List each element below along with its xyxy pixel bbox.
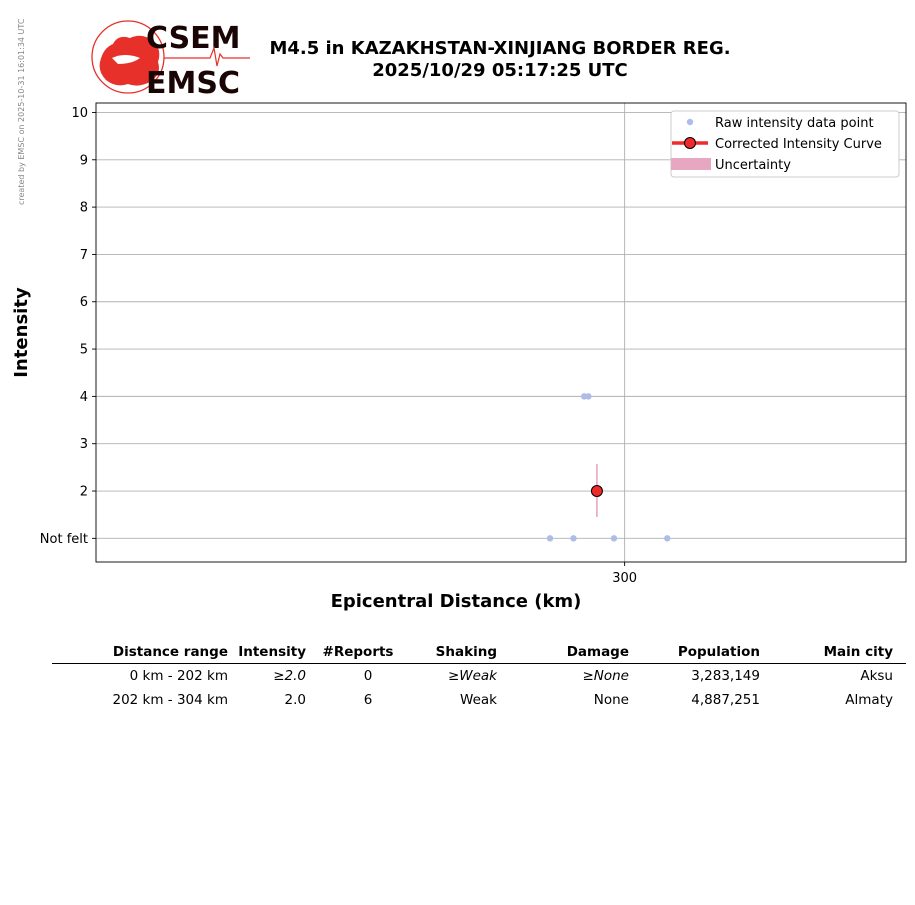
cell-reports: 0: [363, 668, 373, 684]
cell-intensity-value: 2.0: [284, 668, 306, 684]
plot-area: [96, 103, 906, 562]
y-tick-label: 3: [80, 437, 88, 452]
raw-data-point: [570, 535, 577, 542]
y-tick-label: 6: [80, 295, 88, 310]
intensity-chart: Not felt 2 3 4 5 6 7 8 9 10 300 Epicentral Distance…: [11, 102, 907, 612]
cell-distance: 202 km - 304 km: [112, 692, 228, 708]
corrected-intensity-point: [590, 485, 603, 498]
header-population: Population: [677, 644, 760, 660]
legend-box: [670, 110, 900, 178]
y-tick-label: 2: [80, 485, 88, 500]
cell-shaking-prefix: ≥: [447, 668, 460, 684]
y-axis-label: Intensity: [11, 287, 32, 378]
cell-shaking: Weak: [460, 692, 497, 708]
chart-title: M4.5 in KAZAKHSTAN-XINJIANG BORDER REG. …: [250, 38, 750, 82]
header-intensity: Intensity: [238, 644, 306, 660]
raw-data-point: [585, 393, 592, 400]
x-axis-label: Epicentral Distance (km): [331, 591, 582, 612]
header-city: Main city: [823, 644, 893, 660]
table-row: 202 km - 304 km 2.0 6 Weak None 4,887,25…: [52, 688, 906, 712]
cell-shaking-value: Weak: [460, 692, 497, 708]
cell-shaking-value: Weak: [459, 668, 497, 684]
y-tick-label: 9: [80, 153, 88, 168]
cell-intensity: 2.0: [285, 692, 306, 708]
chart-title-line1: M4.5 in KAZAKHSTAN-XINJIANG BORDER REG.: [269, 38, 731, 59]
y-tick-label: 4: [80, 390, 88, 405]
cell-population: 3,283,149: [691, 668, 760, 684]
legend-label: Uncertainty: [715, 158, 791, 173]
chart-title-line2: 2025/10/29 05:17:25 UTC: [372, 60, 628, 81]
cell-distance: 0 km - 202 km: [129, 668, 228, 684]
legend: Raw intensity data point Corrected Intens…: [670, 110, 900, 178]
cell-city: Almaty: [845, 692, 893, 708]
cell-reports: 6: [363, 692, 373, 708]
plot-frame: [95, 102, 907, 563]
legend-label: Raw intensity data point: [715, 116, 874, 131]
cell-shaking: ≥Weak: [448, 668, 497, 684]
header-damage: Damage: [566, 644, 629, 660]
legend-marker-raw: [686, 118, 694, 126]
cell-damage: ≥None: [582, 668, 629, 684]
raw-data-point: [664, 535, 671, 542]
logo-bottom-text: EMSC: [146, 66, 240, 98]
legend-marker-corrected: [684, 137, 696, 149]
cell-damage-value: None: [593, 668, 629, 684]
cell-population: 4,887,251: [691, 692, 760, 708]
raw-data-point: [610, 535, 618, 542]
cell-damage-prefix: ≥: [582, 668, 594, 684]
y-tick-label: 7: [80, 248, 88, 263]
x-tick-label: 300: [612, 571, 637, 586]
cell-damage-value: None: [593, 692, 629, 708]
logo-top-text: CSEM: [146, 21, 241, 56]
intensity-table: Distance range Intensity #Reports Shakin…: [52, 640, 906, 712]
y-tick-label: 8: [80, 201, 88, 216]
cell-intensity-value: 2.0: [284, 692, 306, 708]
header-distance: Distance range: [112, 644, 228, 660]
legend-label: Corrected Intensity Curve: [715, 137, 882, 152]
table-header-row: Distance range Intensity #Reports Shakin…: [52, 640, 906, 664]
cell-intensity: ≥2.0: [273, 668, 306, 684]
table-row: 0 km - 202 km ≥2.0 0 ≥Weak ≥None 3,283,1…: [52, 664, 906, 688]
header-shaking: Shaking: [435, 644, 497, 660]
emsc-logo: CSEM EMSC: [91, 20, 250, 98]
cell-intensity-prefix: ≥: [273, 668, 285, 684]
y-tick-label: Not felt: [40, 532, 88, 547]
cell-damage: None: [594, 692, 629, 708]
legend-marker-uncertainty: [671, 158, 711, 170]
header-reports: #Reports: [322, 644, 394, 660]
y-tick-label: 10: [71, 106, 88, 121]
cell-city: Aksu: [860, 668, 893, 684]
y-tick-label: 5: [80, 343, 88, 358]
raw-data-point: [546, 535, 554, 542]
